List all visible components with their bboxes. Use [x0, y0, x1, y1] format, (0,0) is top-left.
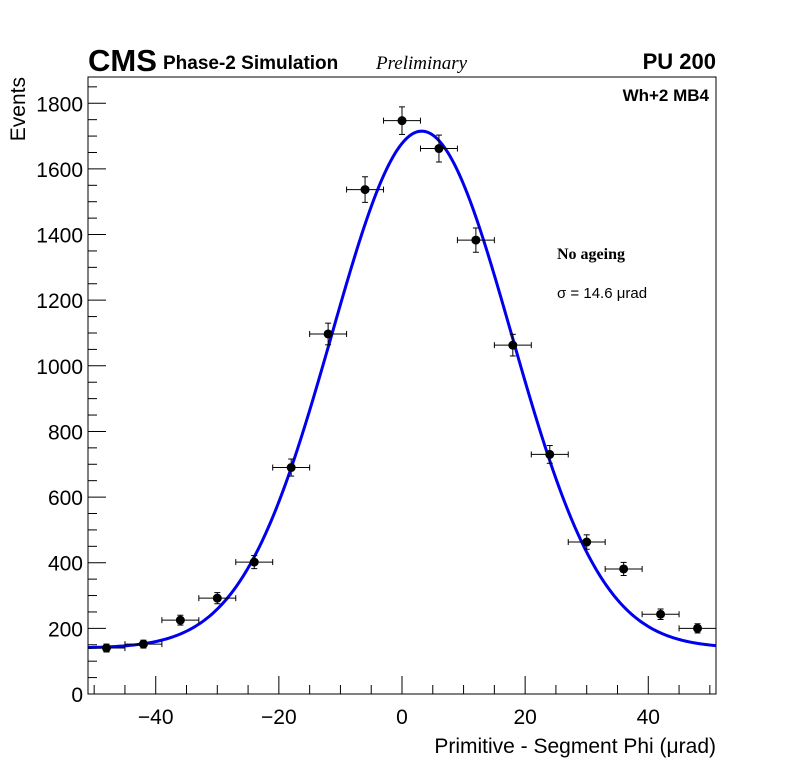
- data-point: [456, 227, 495, 253]
- x-tick-label: 40: [637, 706, 660, 729]
- experiment-label: CMS: [88, 43, 157, 78]
- axis-tick-labels: −40 −20 0 20 4002004006008001000120014001600…: [36, 93, 660, 729]
- y-tick-label: 400: [48, 553, 83, 576]
- data-marker: [138, 639, 148, 649]
- subtitle-label: Phase-2 Simulation: [163, 53, 338, 74]
- data-marker: [212, 593, 222, 603]
- y-tick-label: 1800: [36, 93, 83, 116]
- data-point: [641, 608, 680, 621]
- x-axis-title: Primitive - Segment Phi (μrad): [434, 735, 716, 758]
- data-point: [346, 176, 385, 203]
- data-point: [604, 561, 643, 577]
- x-tick-label: 0: [396, 706, 408, 729]
- category-label: Wh+2 MB4: [623, 86, 710, 105]
- data-points-layer: [87, 106, 717, 653]
- y-tick-label: 200: [48, 618, 83, 641]
- data-marker: [360, 185, 370, 195]
- y-tick-label: 1000: [36, 356, 83, 379]
- x-tick-label: −20: [261, 706, 297, 729]
- data-point: [87, 643, 126, 653]
- data-point: [419, 134, 458, 163]
- data-point: [530, 445, 569, 464]
- y-axis-title: Events: [7, 77, 30, 141]
- data-point: [383, 106, 421, 135]
- data-marker: [434, 144, 444, 154]
- plot-frame: [87, 76, 717, 695]
- data-marker: [656, 609, 666, 619]
- y-tick-label: 1600: [36, 159, 83, 182]
- data-point: [124, 639, 163, 649]
- data-marker: [286, 463, 296, 473]
- data-point: [161, 614, 200, 626]
- x-tick-label: 20: [513, 706, 536, 729]
- data-point: [198, 592, 237, 605]
- data-marker: [619, 564, 629, 574]
- y-tick-label: 1400: [36, 225, 83, 248]
- data-marker: [471, 235, 481, 245]
- condition-label: No ageing: [557, 246, 625, 263]
- y-tick-label: 1200: [36, 290, 83, 313]
- data-point: [272, 458, 311, 477]
- data-point: [235, 555, 274, 570]
- data-marker: [397, 116, 407, 126]
- y-tick-label: 600: [48, 487, 83, 510]
- axis-ticks: [88, 86, 711, 695]
- data-marker: [249, 557, 259, 567]
- y-tick-label: 800: [48, 421, 83, 444]
- data-point: [493, 333, 532, 357]
- data-marker: [323, 329, 333, 339]
- data-point: [567, 534, 606, 550]
- fit-curve: [87, 129, 717, 650]
- data-marker: [582, 537, 592, 547]
- pileup-label: PU 200: [643, 49, 716, 74]
- sigma-label: σ = 14.6 μrad: [557, 285, 647, 302]
- data-marker: [693, 623, 703, 633]
- data-marker: [175, 615, 185, 625]
- status-label: Preliminary: [375, 53, 468, 74]
- x-tick-label: −40: [138, 706, 174, 729]
- y-tick-label: 0: [71, 684, 83, 707]
- fit-layer: [87, 129, 717, 650]
- data-marker: [101, 643, 111, 653]
- data-marker: [508, 340, 518, 350]
- data-marker: [545, 449, 555, 459]
- data-point: [309, 322, 348, 346]
- data-point: [678, 623, 717, 634]
